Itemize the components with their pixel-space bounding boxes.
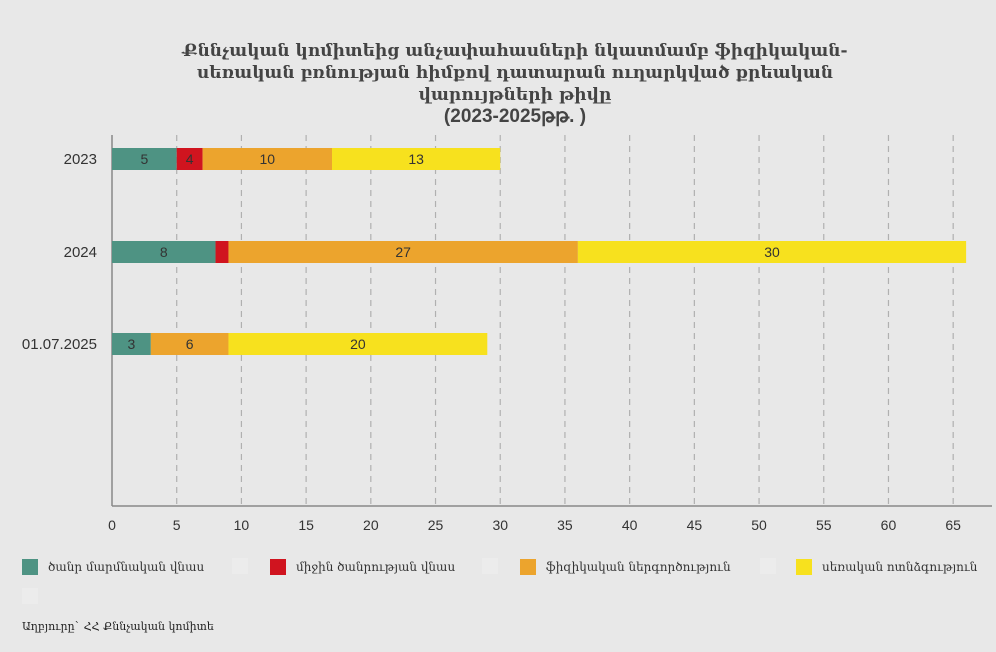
legend-swatch-severe-harm <box>22 559 38 575</box>
data-label: 8 <box>160 244 168 260</box>
x-tick-label: 30 <box>492 517 508 533</box>
category-label: 01.07.2025 <box>22 336 97 353</box>
legend-item-physical-violence: ֆիզիկական ներգործություն <box>520 558 731 576</box>
data-label: 4 <box>186 151 194 167</box>
x-tick-label: 60 <box>881 517 897 533</box>
legend-placeholder-icon <box>232 558 248 574</box>
x-tick-label: 25 <box>428 517 444 533</box>
x-tick-label: 65 <box>945 517 961 533</box>
x-tick-label: 10 <box>234 517 250 533</box>
legend-placeholder-icon <box>760 558 776 574</box>
category-label: 2023 <box>64 151 97 168</box>
data-label: 27 <box>395 244 411 260</box>
legend-label-severe-harm: ծանր մարմնական վնաս <box>48 560 205 574</box>
data-label: 6 <box>186 336 194 352</box>
bar-segment <box>332 148 501 170</box>
bar-segment <box>577 241 967 263</box>
x-tick-label: 55 <box>816 517 832 533</box>
legend-label-moderate-harm: միջին ծանրության վնաս <box>296 560 456 574</box>
data-label: 10 <box>260 151 276 167</box>
bar-segment <box>176 148 203 170</box>
x-tick-label: 20 <box>363 517 379 533</box>
legend: ծանր մարմնական վնաս միջին ծանրության վնա… <box>22 558 992 604</box>
legend-swatch-physical-violence <box>520 559 536 575</box>
x-tick-label: 50 <box>751 517 767 533</box>
data-label: 20 <box>350 336 366 352</box>
legend-label-physical-violence: ֆիզիկական ներգործություն <box>546 560 731 574</box>
x-tick-label: 35 <box>557 517 573 533</box>
x-tick-label: 40 <box>622 517 638 533</box>
legend-placeholder-icon <box>482 558 498 574</box>
data-label: 5 <box>140 151 148 167</box>
legend-item-sexual-assault: սեռական ոտնձգություն <box>796 558 977 576</box>
data-label: 3 <box>128 336 136 352</box>
legend-swatch-sexual-assault <box>796 559 812 575</box>
x-tick-label: 0 <box>108 517 116 533</box>
bar-segment <box>228 333 488 355</box>
data-label: 30 <box>764 244 780 260</box>
x-tick-label: 45 <box>687 517 703 533</box>
legend-placeholder-icon <box>22 588 38 604</box>
bar-segment <box>228 241 578 263</box>
bar-segment <box>215 241 229 263</box>
category-label: 2024 <box>64 244 97 261</box>
x-tick-label: 5 <box>173 517 181 533</box>
legend-item-moderate-harm: միջին ծանրության վնաս <box>270 558 455 576</box>
legend-swatch-moderate-harm <box>270 559 286 575</box>
chart-title-years: (2023-2025թթ. ) <box>443 106 587 127</box>
chart-title: Քննչական կոմիտեից անչափահասների նկատմամբ… <box>150 40 880 128</box>
x-tick-label: 15 <box>298 517 314 533</box>
bar-segment <box>150 333 229 355</box>
legend-label-sexual-assault: սեռական ոտնձգություն <box>822 560 978 574</box>
chart-title-main: Քննչական կոմիտեից անչափահասների նկատմամբ… <box>182 41 848 105</box>
source-note: Աղբյուրը` ՀՀ Քննչական կոմիտե <box>22 620 214 633</box>
bar-segment <box>112 148 177 170</box>
bar-segment <box>112 333 151 355</box>
legend-item-severe-harm: ծանր մարմնական վնաս <box>22 558 204 576</box>
bar-segment <box>112 241 216 263</box>
data-label: 13 <box>408 151 424 167</box>
bar-segment <box>202 148 332 170</box>
